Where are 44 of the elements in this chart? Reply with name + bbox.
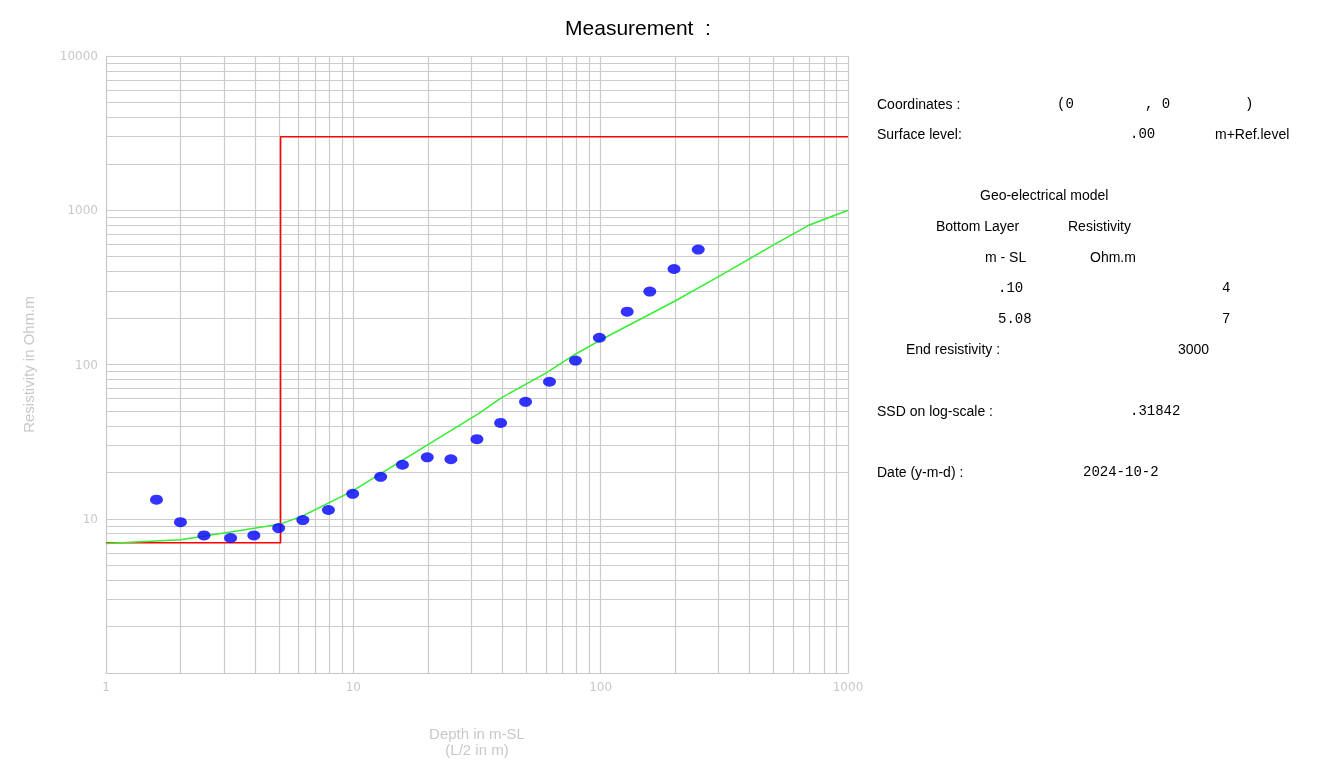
text: .31842 xyxy=(1130,403,1181,419)
text: m+Ref.level xyxy=(1215,126,1290,142)
point xyxy=(691,244,705,255)
point xyxy=(321,504,335,515)
point xyxy=(395,459,409,470)
point xyxy=(444,454,458,465)
point xyxy=(173,517,187,528)
point xyxy=(224,533,238,544)
point xyxy=(247,530,261,541)
point xyxy=(592,332,606,343)
text: m - SL xyxy=(985,249,1027,265)
text: 3000 xyxy=(1178,341,1210,357)
text: Bottom Layer xyxy=(936,218,1020,234)
point xyxy=(569,355,582,366)
text: Date (y-m-d) : xyxy=(877,464,964,480)
text: 4 xyxy=(1222,280,1231,296)
point xyxy=(346,488,360,499)
text: ) xyxy=(1245,96,1254,112)
text: 7 xyxy=(1222,311,1231,327)
text: Geo-electrical model xyxy=(980,187,1109,203)
text: Resistivity xyxy=(1068,218,1132,234)
text: , 0 xyxy=(1145,96,1171,112)
point xyxy=(494,417,508,428)
point xyxy=(197,530,211,541)
text: .10 xyxy=(998,280,1024,296)
text: Ohm.m xyxy=(1090,249,1136,265)
point xyxy=(543,376,556,387)
chart-title: Measurement : xyxy=(565,16,711,39)
point xyxy=(272,523,286,534)
point xyxy=(420,452,434,463)
point xyxy=(470,434,484,445)
point xyxy=(296,515,310,526)
text: SSD on log-scale : xyxy=(877,403,993,419)
text: Coordinates : xyxy=(877,96,961,112)
text: .00 xyxy=(1130,126,1156,142)
point xyxy=(667,264,681,274)
text: Surface level: xyxy=(877,126,962,142)
point xyxy=(150,494,163,505)
text: End resistivity : xyxy=(906,341,1001,357)
point xyxy=(519,396,533,407)
text: (0 xyxy=(1057,96,1074,112)
text: 5.08 xyxy=(998,311,1032,327)
point xyxy=(643,286,657,297)
text: 2024-10-2 xyxy=(1083,464,1159,480)
